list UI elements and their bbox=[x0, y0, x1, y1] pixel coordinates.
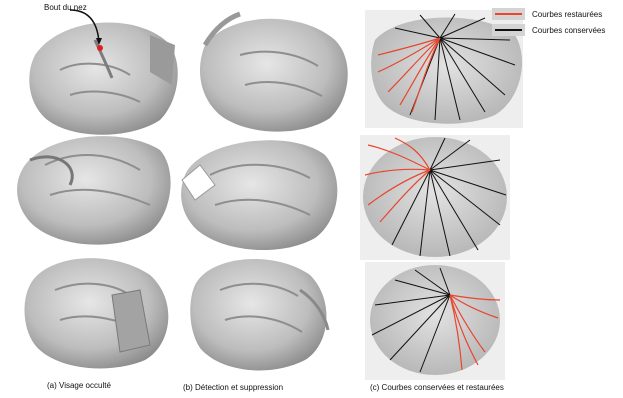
curves-panel-c3 bbox=[365, 262, 505, 380]
face-b2 bbox=[181, 140, 338, 251]
legend-restored-label: Courbes restaurées bbox=[532, 10, 602, 19]
face-a1 bbox=[29, 22, 178, 135]
face-b1 bbox=[200, 11, 348, 132]
caption-c: (c) Courbes conservées et restaurées bbox=[370, 383, 504, 392]
face-a2 bbox=[17, 136, 171, 245]
face-a3 bbox=[24, 258, 169, 369]
nose-tip-label: Bout du nez bbox=[44, 3, 87, 12]
legend-kept-label: Courbes conservées bbox=[532, 26, 605, 35]
nose-tip-arrow bbox=[69, 9, 100, 43]
face-b3 bbox=[190, 258, 330, 371]
caption-b: (b) Détection et suppression bbox=[183, 383, 283, 392]
caption-a: (a) Visage occulté bbox=[47, 381, 111, 390]
nose-tip-arrowhead bbox=[96, 38, 102, 45]
nose-tip-marker bbox=[97, 45, 103, 51]
legend: Courbes restaurées Courbes conservées bbox=[492, 8, 605, 36]
curves-panel-c2 bbox=[360, 135, 510, 260]
